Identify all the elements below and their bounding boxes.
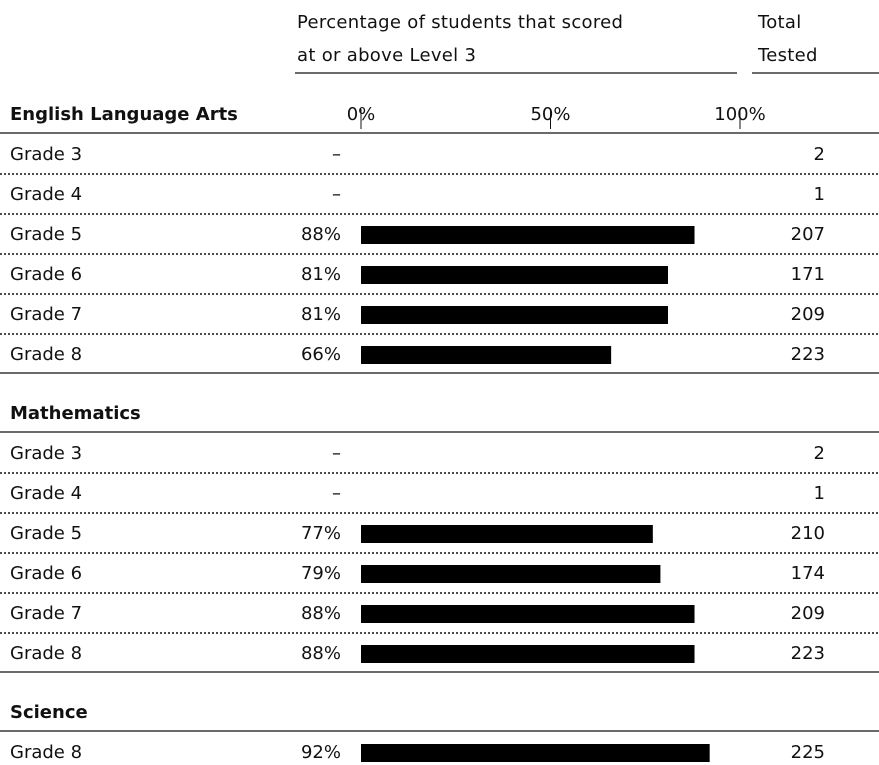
percent-label: 81%: [301, 304, 341, 325]
percent-label: 66%: [301, 344, 341, 365]
total-label: 225: [791, 742, 825, 763]
percent-label: –: [332, 483, 341, 504]
total-label: 2: [814, 443, 825, 464]
total-label: 171: [791, 264, 825, 285]
percent-label: 81%: [301, 264, 341, 285]
percent-label: 88%: [301, 643, 341, 664]
percent-label: 88%: [301, 224, 341, 245]
total-label: 2: [814, 144, 825, 165]
total-label: 209: [791, 603, 825, 624]
bar: [361, 605, 695, 623]
percent-label: –: [332, 144, 341, 165]
total-label: 207: [791, 224, 825, 245]
grade-label: Grade 7: [10, 603, 82, 624]
bar: [361, 645, 695, 663]
section-title: Science: [10, 702, 88, 723]
grade-label: Grade 7: [10, 304, 82, 325]
percent-label: –: [332, 443, 341, 464]
grade-label: Grade 8: [10, 742, 82, 763]
percent-heading: Percentage of students that scored at or…: [297, 12, 624, 66]
percent-label: –: [332, 184, 341, 205]
total-label: 209: [791, 304, 825, 325]
total-label: 223: [791, 643, 825, 664]
bar: [361, 525, 653, 543]
grade-label: Grade 4: [10, 483, 82, 504]
bar: [361, 266, 668, 284]
grade-label: Grade 5: [10, 523, 82, 544]
grade-label: Grade 8: [10, 344, 82, 365]
total-heading: Total Tested: [758, 12, 818, 66]
total-label: 223: [791, 344, 825, 365]
grade-label: Grade 5: [10, 224, 82, 245]
grade-label: Grade 3: [10, 144, 82, 165]
percent-label: 79%: [301, 563, 341, 584]
bar: [361, 306, 668, 324]
total-label: 1: [814, 483, 825, 504]
total-label: 1: [814, 184, 825, 205]
section-title: Mathematics: [10, 403, 141, 424]
section-title: English Language Arts: [10, 104, 238, 125]
grade-label: Grade 4: [10, 184, 82, 205]
grade-label: Grade 3: [10, 443, 82, 464]
percent-label: 88%: [301, 603, 341, 624]
bar: [361, 744, 710, 762]
grade-label: Grade 8: [10, 643, 82, 664]
percent-label: 92%: [301, 742, 341, 763]
bar: [361, 565, 661, 583]
total-label: 210: [791, 523, 825, 544]
grade-label: Grade 6: [10, 264, 82, 285]
percent-label: 77%: [301, 523, 341, 544]
grade-label: Grade 6: [10, 563, 82, 584]
bar: [361, 346, 612, 364]
bar: [361, 226, 695, 244]
total-label: 174: [791, 563, 825, 584]
